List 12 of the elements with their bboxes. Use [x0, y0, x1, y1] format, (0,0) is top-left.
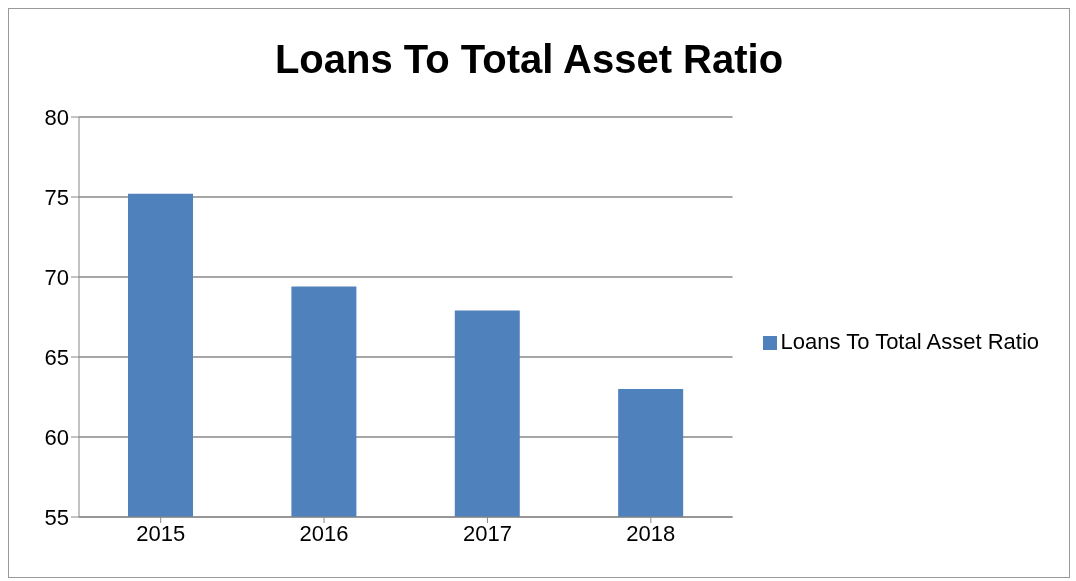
y-tick-label: 80	[44, 104, 69, 130]
legend-label: Loans To Total Asset Ratio	[780, 329, 1039, 354]
x-tick-label: 2016	[299, 520, 349, 546]
x-tick-label: 2017	[462, 520, 512, 546]
y-tick-label: 70	[44, 264, 69, 290]
chart-title: Loans To Total Asset Ratio	[274, 37, 784, 81]
y-tick-label: 75	[44, 184, 69, 210]
y-tick-label: 55	[44, 504, 69, 530]
y-tick-label: 60	[44, 424, 69, 450]
x-tick-label: 2015	[136, 520, 186, 546]
y-tick-label: 65	[44, 344, 69, 370]
x-tick-label: 2018	[626, 520, 676, 546]
